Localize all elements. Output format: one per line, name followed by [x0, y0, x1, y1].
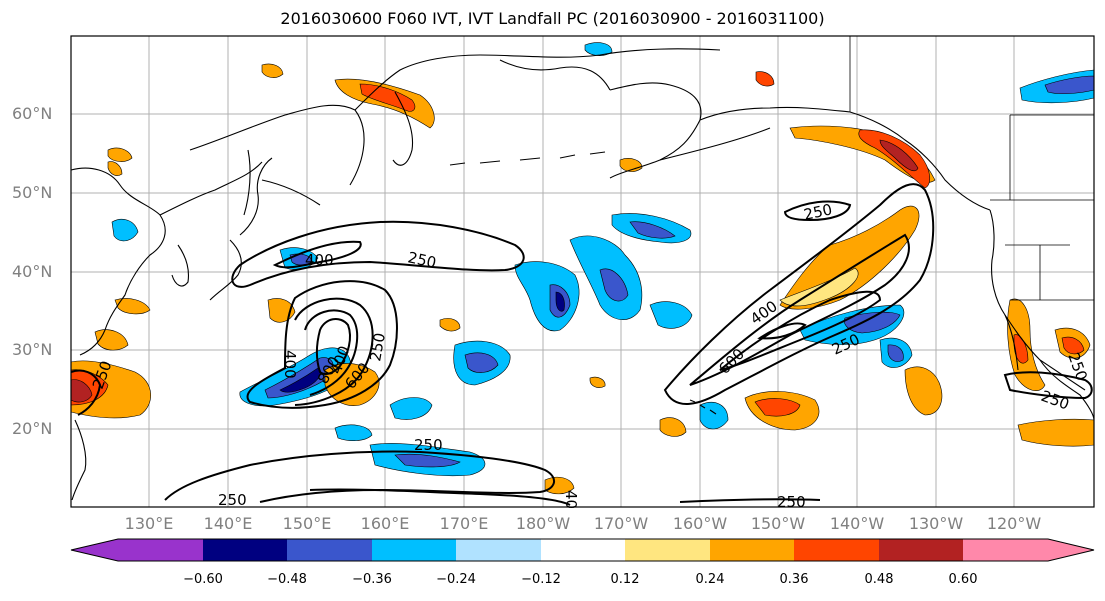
colorbar-tick-label: −0.12: [521, 572, 561, 587]
colorbar-tick-label: −0.60: [183, 572, 223, 587]
lon-label: 150°E: [282, 514, 332, 533]
lon-label: 130°E: [124, 514, 174, 533]
colorbar-segment: [203, 539, 287, 561]
colorbar-tick-label: 0.24: [695, 572, 725, 587]
colorbar-tick-label: −0.24: [436, 572, 476, 587]
lon-label: 140°E: [203, 514, 253, 533]
contour-label: 250: [406, 248, 438, 272]
colorbar-segment: [372, 539, 456, 561]
lon-label: 150°W: [750, 514, 806, 533]
map-title: 2016030600 F060 IVT, IVT Landfall PC (20…: [280, 9, 825, 28]
contour-label: 250: [414, 436, 443, 454]
lon-label: 170°E: [439, 514, 489, 533]
colorbar-segment: [287, 539, 372, 561]
coastlines: [70, 48, 1095, 501]
colorbar-segment: [879, 539, 963, 561]
contour-label: 400: [305, 251, 334, 269]
contour-label: 250: [777, 493, 806, 511]
colorbar-segment: [118, 539, 203, 561]
colorbar: [70, 538, 1095, 562]
lon-label: 170°W: [593, 514, 649, 533]
colorbar-segment: [794, 539, 879, 561]
colorbar-tick-label: −0.36: [352, 572, 392, 587]
colorbar-extend-high: [1048, 539, 1094, 561]
contour-label: 400: [281, 350, 299, 379]
lon-label: 180°W: [515, 514, 571, 533]
lat-label: 50°N: [12, 183, 53, 202]
lon-label: 140°W: [829, 514, 885, 533]
lat-label: 40°N: [12, 262, 53, 281]
colorbar-tick-label: 0.36: [779, 572, 809, 587]
lon-label: 130°W: [908, 514, 964, 533]
colorbar-tick-label: −0.48: [267, 572, 307, 587]
colorbar-tick-label: 0.12: [610, 572, 640, 587]
colorbar-tick-label: 0.48: [864, 572, 894, 587]
boundaries: [849, 36, 1094, 301]
contour-label: 250: [366, 331, 389, 362]
colorbar-extend-low: [71, 539, 118, 561]
contour-label: 40: [562, 490, 580, 509]
colorbar-segment: [710, 539, 794, 561]
contour-labels: 400 250 250 400 250 250 400 600 800 250 …: [89, 200, 1091, 511]
colorbar-segment: [963, 539, 1048, 561]
colorbar-segment: [625, 539, 710, 561]
lon-label: 160°W: [672, 514, 728, 533]
lon-label: 120°W: [986, 514, 1042, 533]
colorbar-tick-label: 0.60: [948, 572, 978, 587]
contour-label: 250: [802, 200, 834, 224]
colorbar-segment: [541, 539, 625, 561]
lat-label: 20°N: [12, 419, 53, 438]
map-panel: [70, 35, 1095, 508]
contour-label: 250: [218, 491, 247, 509]
lat-label: 60°N: [12, 104, 53, 123]
lat-label: 30°N: [12, 340, 53, 359]
ivt-contours: [70, 183, 1093, 506]
lon-label: 160°E: [360, 514, 410, 533]
colorbar-segment: [456, 539, 541, 561]
